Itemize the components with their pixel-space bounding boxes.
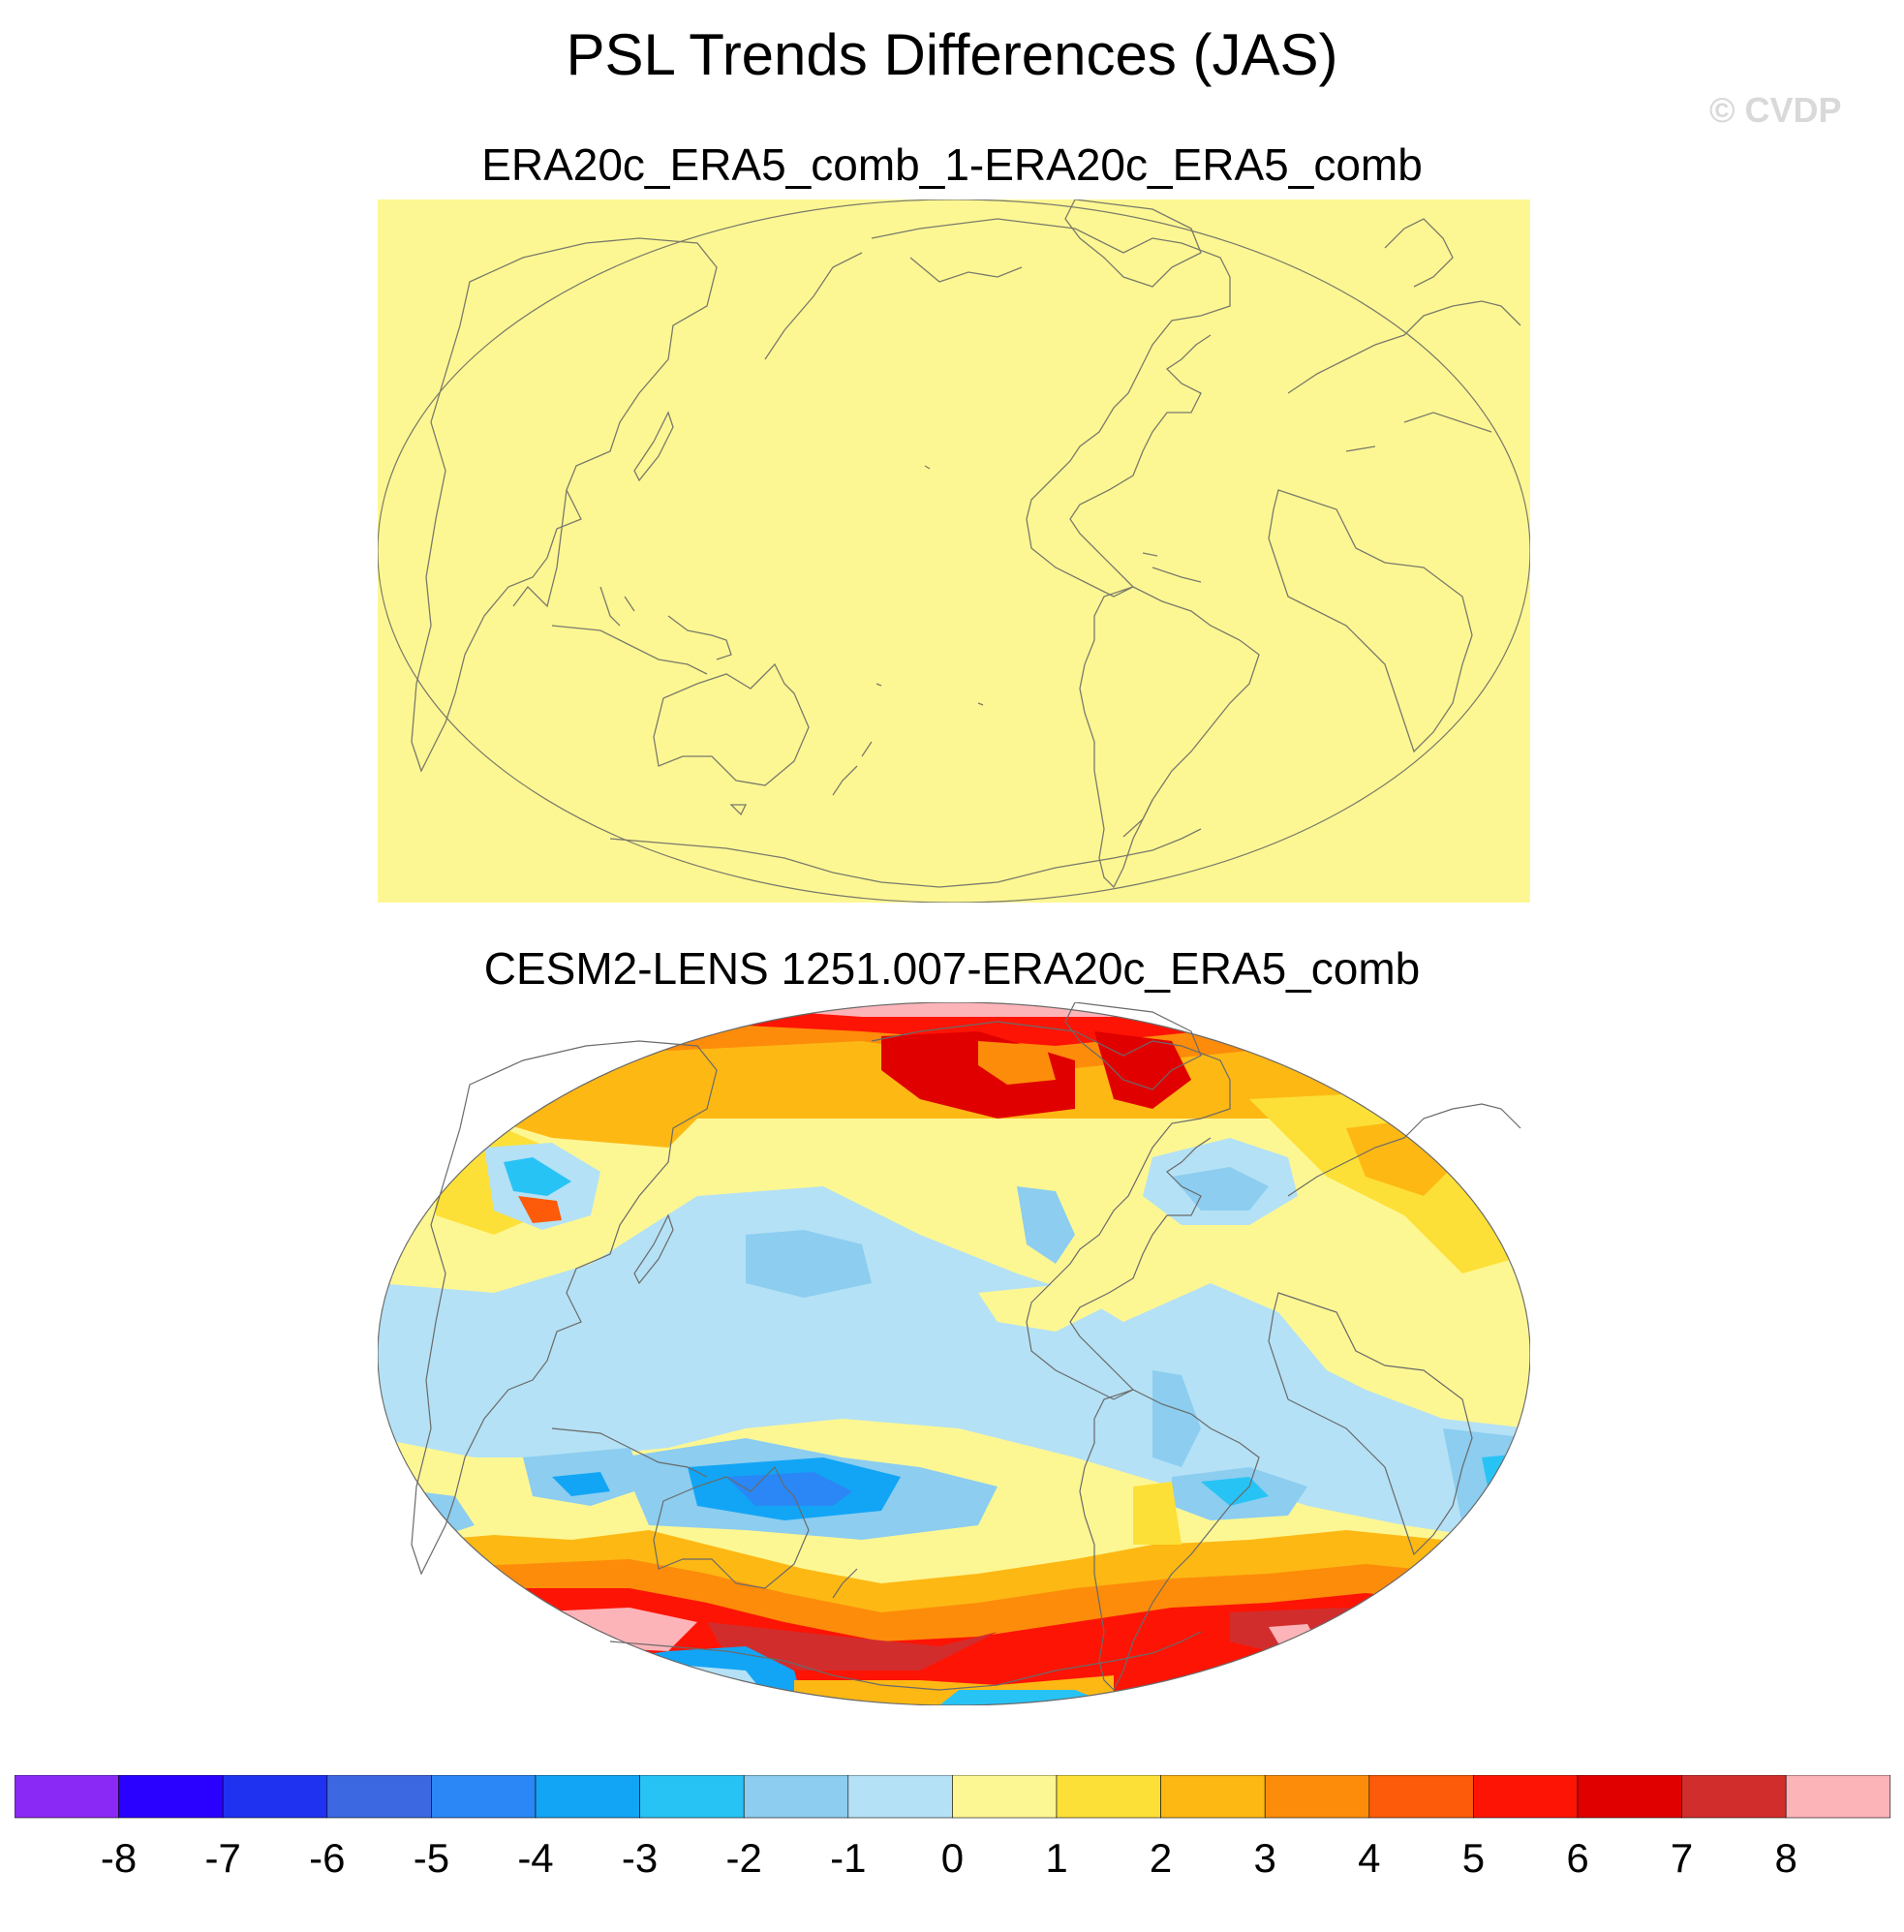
page-title: PSL Trends Differences (JAS): [566, 22, 1338, 87]
colorbar-box: [743, 1775, 849, 1819]
colorbar-label: 8: [1775, 1835, 1797, 1881]
colorbar-labels: -8 -7 -6 -5 -4 -3 -2 -1 0 1 2 3 4 5 6 7 8: [101, 1835, 1797, 1881]
colorbar-label: 0: [941, 1835, 964, 1881]
colorbar-box: [1681, 1775, 1787, 1819]
colorbar-label: 3: [1254, 1835, 1276, 1881]
colorbar-box: [639, 1775, 745, 1819]
colorbar-box: [431, 1775, 537, 1819]
colorbar-label: 1: [1045, 1835, 1067, 1881]
colorbar-box: [535, 1775, 640, 1819]
colorbar-box: [326, 1775, 432, 1819]
colorbar-label: -3: [622, 1835, 658, 1881]
colorbar-label: 6: [1566, 1835, 1588, 1881]
colorbar-box: [952, 1775, 1058, 1819]
colorbar-box: [1785, 1775, 1891, 1819]
panel1-coastlines: [378, 199, 1530, 903]
colorbar-box: [222, 1775, 328, 1819]
colorbar-box: [118, 1775, 224, 1819]
colorbar-label: -8: [101, 1835, 137, 1881]
panel1-map: [378, 199, 1530, 903]
colorbar-label: 7: [1671, 1835, 1693, 1881]
colorbar-box: [15, 1775, 119, 1819]
colorbar-box: [1368, 1775, 1474, 1819]
panel1-title: ERA20c_ERA5_comb_1-ERA20c_ERA5_comb: [481, 139, 1423, 190]
colorbar-label: -5: [414, 1835, 449, 1881]
colorbar-label: 2: [1150, 1835, 1172, 1881]
colorbar-label: -7: [205, 1835, 241, 1881]
colorbar-box: [1264, 1775, 1370, 1819]
colorbar: -8 -7 -6 -5 -4 -3 -2 -1 0 1 2 3 4 5 6 7 8: [15, 1775, 1891, 1881]
panel2-map: [378, 1002, 1530, 1705]
panel1-background: [378, 199, 1530, 903]
panel2-coastlines: [378, 1002, 1530, 1705]
colorbar-box: [1577, 1775, 1682, 1819]
colorbar-label: 5: [1462, 1835, 1485, 1881]
colorbar-label: -1: [830, 1835, 866, 1881]
panel2-field: [378, 1002, 1530, 1705]
colorbar-box: [1160, 1775, 1266, 1819]
panel2-title: CESM2-LENS 1251.007-ERA20c_ERA5_comb: [483, 943, 1421, 994]
colorbar-boxes: [15, 1775, 1891, 1819]
colorbar-box: [1473, 1775, 1579, 1819]
colorbar-label: 4: [1358, 1835, 1380, 1881]
colorbar-box: [1056, 1775, 1161, 1819]
colorbar-label: -2: [726, 1835, 762, 1881]
watermark: © CVDP: [1709, 90, 1842, 130]
colorbar-label: -4: [517, 1835, 553, 1881]
colorbar-label: -6: [309, 1835, 345, 1881]
colorbar-box: [847, 1775, 953, 1819]
